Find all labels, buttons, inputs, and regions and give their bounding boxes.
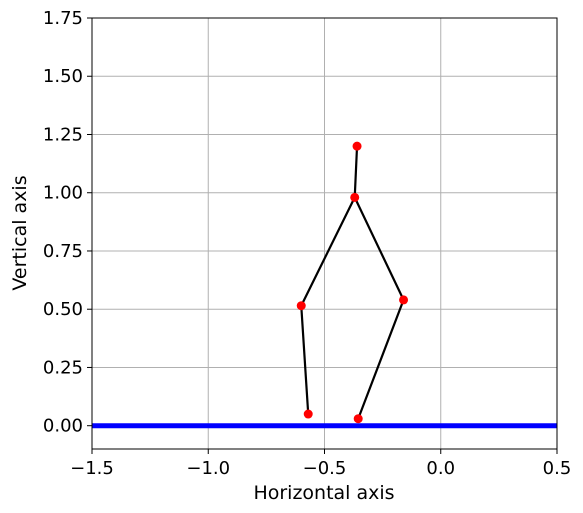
joint-point [353, 414, 363, 424]
grid [91, 17, 558, 449]
y-axis-ticks: 0.00 0.25 0.50 0.75 1.00 1.25 1.50 1.75 [43, 8, 92, 437]
joint-point [303, 409, 313, 419]
x-axis-ticks: −1.5 −1.0 −0.5 0.0 0.5 [70, 449, 571, 479]
x-tick-label: 0.0 [426, 458, 455, 479]
y-axis-label: Vertical axis [9, 175, 31, 290]
joint-point [350, 192, 360, 202]
y-tick-label: 0.25 [43, 357, 83, 378]
x-tick-label: −1.0 [186, 458, 230, 479]
y-tick-label: 0.50 [43, 299, 83, 320]
joint-point [399, 295, 409, 305]
y-tick-label: 1.00 [43, 183, 83, 204]
y-tick-label: 0.00 [43, 416, 83, 437]
x-tick-label: −0.5 [303, 458, 347, 479]
skeleton-segment [353, 145, 359, 199]
y-tick-label: 1.50 [43, 66, 83, 87]
x-tick-label: 0.5 [543, 458, 572, 479]
x-tick-label: −1.5 [70, 458, 114, 479]
y-tick-label: 1.25 [43, 124, 83, 145]
y-tick-label: 0.75 [43, 241, 83, 262]
joint-point [352, 141, 362, 151]
skeleton-joints [296, 141, 409, 424]
x-axis-label: Horizontal axis [253, 482, 394, 504]
joint-point [296, 301, 306, 311]
y-tick-label: 1.75 [43, 8, 83, 29]
